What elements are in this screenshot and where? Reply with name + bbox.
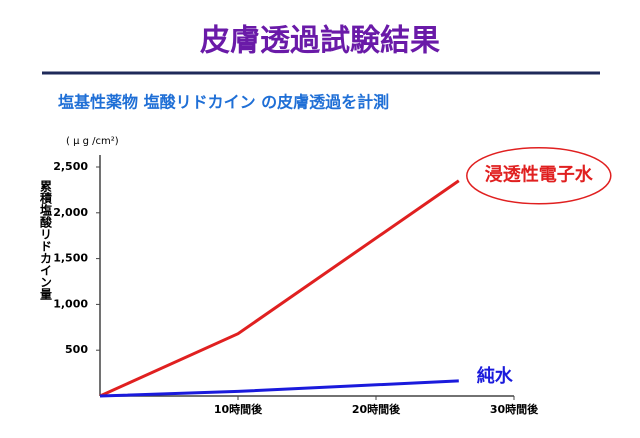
y-tick-label: 1,000 [53, 297, 88, 310]
legend-label: 浸透性電子水 [485, 164, 594, 186]
subtitle: 塩基性薬物 塩酸リドカイン の皮膚透過を計測 [58, 93, 389, 112]
x-tick-label: 30時間後 [490, 402, 539, 416]
y-tick-label: 500 [65, 343, 88, 356]
legend-label: 純水 [477, 365, 514, 387]
legend-ellipse [466, 146, 612, 205]
chart-title: 皮膚透過試験結果 [200, 24, 440, 59]
y-unit: ( μ g /cm²) [66, 136, 119, 147]
y-tick-label: 2,500 [53, 160, 88, 173]
y-tick-label: 1,500 [53, 252, 88, 265]
x-tick-label: 20時間後 [352, 402, 401, 416]
y-tick-label: 2,000 [53, 206, 88, 219]
series-line [99, 179, 460, 398]
series-line [99, 379, 459, 398]
x-tick-label: 10時間後 [214, 402, 263, 416]
y-axis-title: 累積塩酸リドカイン量 [39, 180, 53, 300]
